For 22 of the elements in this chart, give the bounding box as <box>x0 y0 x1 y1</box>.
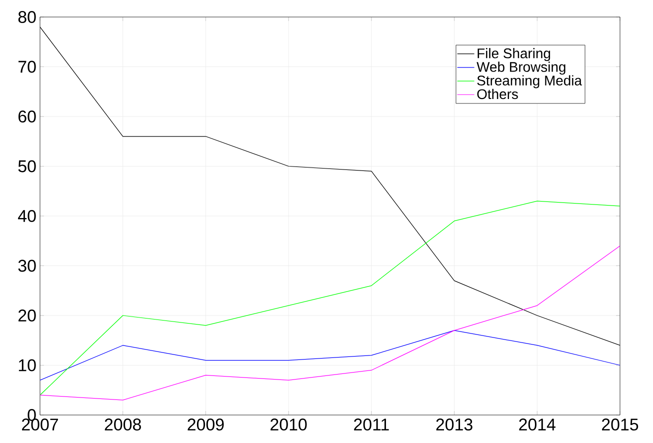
legend-label: File Sharing <box>478 48 550 62</box>
x-tick-label: 2009 <box>188 418 224 431</box>
y-tick-label: 10 <box>18 359 36 372</box>
line-series <box>40 330 620 380</box>
y-tick-label: 70 <box>18 60 36 73</box>
x-tick-label: 2008 <box>104 418 141 431</box>
x-tick-label: 2007 <box>22 418 58 431</box>
y-tick-label: 30 <box>18 260 36 272</box>
y-tick-label: 40 <box>18 210 36 222</box>
y-tick-label: 20 <box>18 310 36 322</box>
legend-label: Others <box>477 88 518 100</box>
x-tick-label: 2014 <box>519 418 556 431</box>
legend-label: Web Browsing <box>476 62 566 75</box>
x-tick-label: 2015 <box>602 418 638 431</box>
y-tick-label: 60 <box>18 110 36 123</box>
x-tick-label: 2013 <box>436 418 472 431</box>
legend-label: Streaming Media <box>477 75 582 88</box>
y-tick-label: 50 <box>18 160 36 172</box>
line-series <box>40 246 620 400</box>
y-tick-label: 80 <box>18 11 36 24</box>
x-tick-label: 2011 <box>354 418 389 431</box>
x-tick-label: 2010 <box>270 418 307 431</box>
